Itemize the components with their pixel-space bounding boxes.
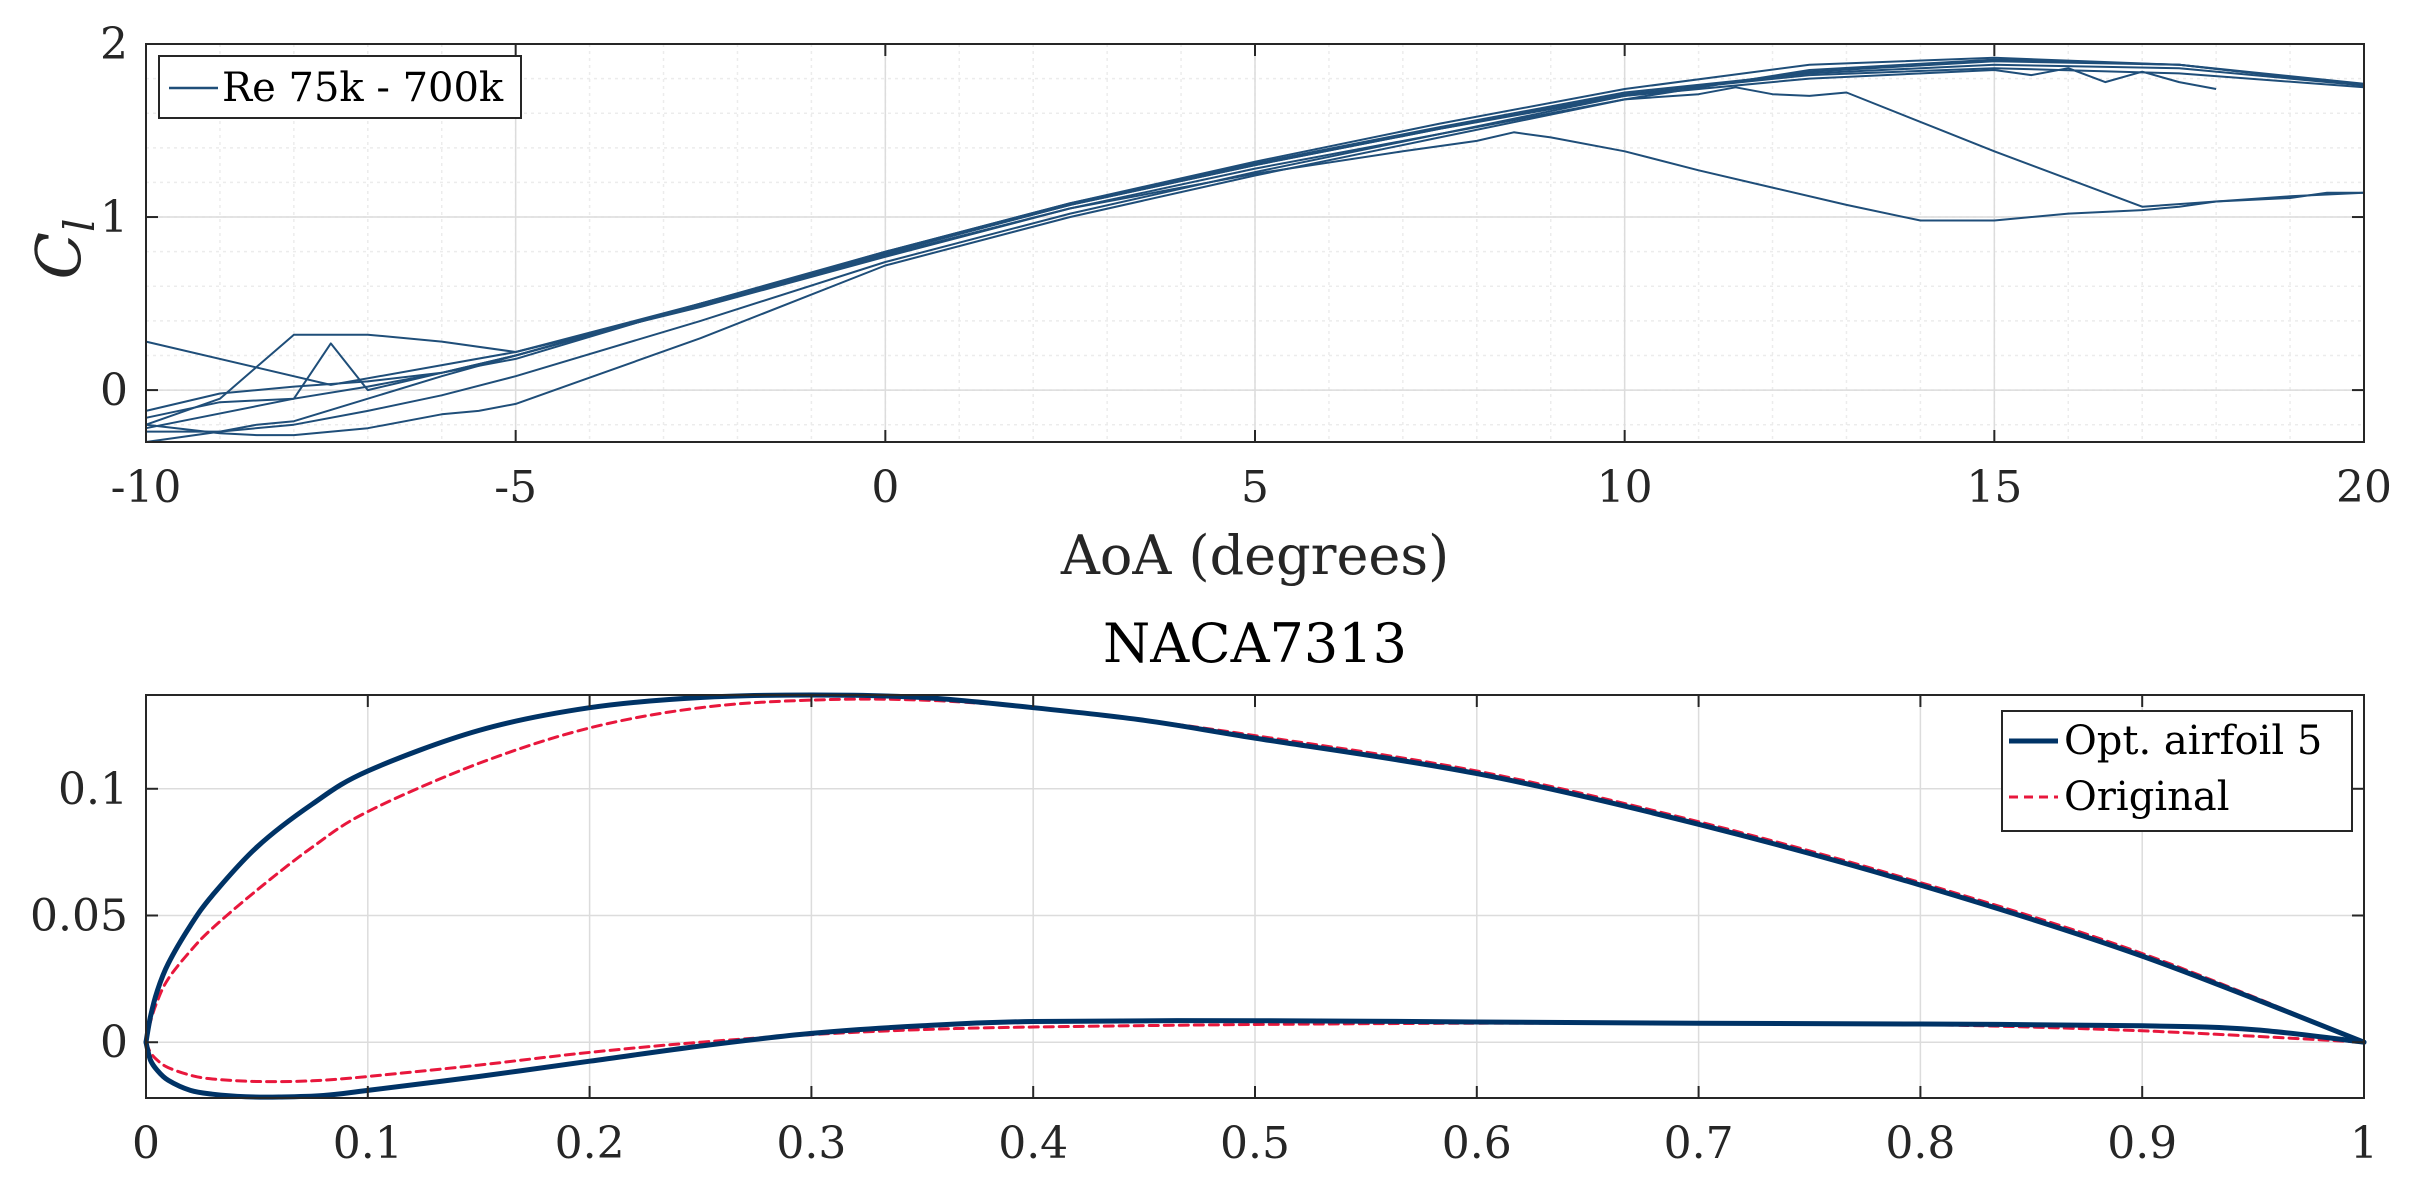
top-legend-label: Re 75k - 700k xyxy=(222,65,504,111)
svg-text:Cl: Cl xyxy=(22,219,104,280)
top-legend: Re 75k - 700k xyxy=(158,55,522,119)
cl-curve-8 xyxy=(145,56,2365,412)
x-tick-label: 15 xyxy=(1966,462,2022,513)
x-tick-label: 0.5 xyxy=(1220,1118,1290,1169)
y-tick-label: 2 xyxy=(100,19,128,70)
x-tick-label: -5 xyxy=(494,462,537,513)
top-x-tick-labels: -10 -5 0 5 10 15 20 xyxy=(111,462,2392,513)
top-x-axis-label: AoA (degrees) xyxy=(1060,524,1449,587)
y-tick-label: 0.05 xyxy=(30,891,128,942)
cl-curve-7 xyxy=(145,58,2365,437)
x-tick-label: 5 xyxy=(1241,462,1269,513)
bottom-legend-label-optimized: Opt. airfoil 5 xyxy=(2064,718,2322,764)
bottom-x-tick-labels: 0 0.1 0.2 0.3 0.4 0.5 0.6 0.7 0.8 0.9 1 xyxy=(132,1118,2378,1169)
bottom-y-tick-labels: 0 0.05 0.1 xyxy=(30,764,128,1068)
bottom-grid xyxy=(145,695,2365,1098)
y-tick-label: 0.1 xyxy=(58,764,128,815)
top-legend-box xyxy=(158,55,522,119)
top-y-tick-labels: 0 1 2 xyxy=(100,19,128,416)
x-tick-label: 20 xyxy=(2336,462,2392,513)
x-tick-label: 0.2 xyxy=(555,1118,625,1169)
top-y-axis-label-main: C xyxy=(22,232,95,279)
x-tick-label: 0.3 xyxy=(776,1118,846,1169)
x-tick-label: 0.1 xyxy=(333,1118,403,1169)
x-tick-label: 0.6 xyxy=(1442,1118,1512,1169)
x-tick-label: 1 xyxy=(2350,1118,2378,1169)
bottom-legend: Opt. airfoil 5 Original xyxy=(2001,710,2353,832)
top-y-axis-label-subscript: l xyxy=(55,219,104,232)
cl-curve-6 xyxy=(146,60,2365,433)
top-y-axis-label: Cl xyxy=(22,219,104,280)
airfoil-profile-chart: NACA7313 0 0.1 0.2 0.3 0.4 0.5 0.6 0.7 0.8 0.9 1 0… xyxy=(30,612,2378,1169)
bottom-legend-box xyxy=(2001,710,2353,832)
x-tick-label: 0.8 xyxy=(1885,1118,1955,1169)
bottom-legend-label-original: Original xyxy=(2064,774,2230,820)
y-tick-label: 1 xyxy=(100,192,128,243)
y-tick-label: 0 xyxy=(100,365,128,416)
bottom-chart-title: NACA7313 xyxy=(1103,612,1407,675)
x-tick-label: -10 xyxy=(111,462,182,513)
x-tick-label: 0.7 xyxy=(1664,1118,1734,1169)
x-tick-label: 0 xyxy=(871,462,899,513)
top-series-group xyxy=(145,56,2365,443)
x-tick-label: 0.4 xyxy=(998,1118,1068,1169)
y-tick-label: 0 xyxy=(100,1017,128,1068)
x-tick-label: 10 xyxy=(1597,462,1653,513)
lift-coefficient-chart: -10 -5 0 5 10 15 20 0 1 2 AoA (degrees) Cl Re 75… xyxy=(22,19,2392,587)
cl-curve-1 xyxy=(145,131,2364,386)
x-tick-label: 0.9 xyxy=(2107,1118,2177,1169)
cl-curve-4 xyxy=(145,67,2365,419)
optimized-lower-surface xyxy=(143,1018,2367,1100)
top-grid xyxy=(145,43,2365,442)
bottom-ticks xyxy=(145,695,2365,1098)
x-tick-label: 0 xyxy=(132,1118,160,1169)
top-ticks xyxy=(145,43,2365,442)
